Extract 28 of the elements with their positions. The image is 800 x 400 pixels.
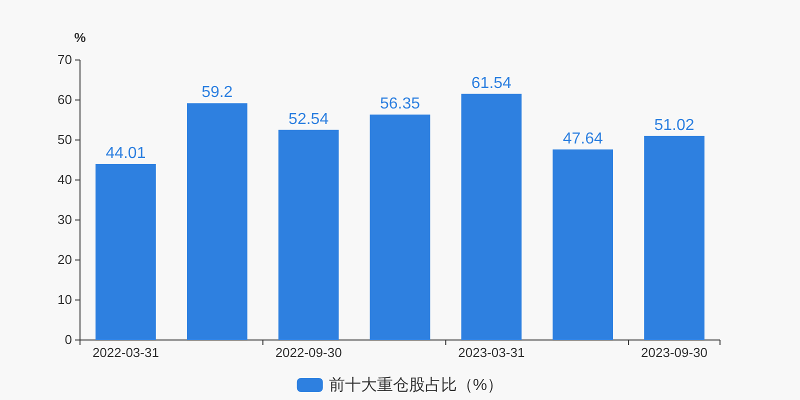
bar bbox=[461, 94, 522, 340]
bar bbox=[96, 164, 156, 340]
x-tick-label: 2023-03-31 bbox=[458, 345, 525, 360]
data-label: 51.02 bbox=[654, 116, 694, 134]
data-label: 61.54 bbox=[471, 74, 512, 92]
y-tick-label: 60 bbox=[58, 92, 72, 107]
legend-label: 前十大重仓股占比（%） bbox=[328, 376, 504, 394]
y-axis-title: % bbox=[74, 30, 86, 45]
y-tick-label: 10 bbox=[58, 292, 72, 307]
data-label: 56.35 bbox=[380, 96, 420, 113]
bar bbox=[186, 103, 248, 340]
y-tick-label: 40 bbox=[58, 172, 72, 187]
y-tick-label: 20 bbox=[58, 252, 72, 267]
y-tick-label: 50 bbox=[58, 132, 72, 147]
data-label: 52.54 bbox=[288, 110, 329, 128]
data-label: 47.64 bbox=[562, 130, 603, 148]
data-label: 44.01 bbox=[106, 144, 146, 162]
data-label: 59.2 bbox=[202, 84, 233, 102]
bar bbox=[370, 114, 430, 340]
y-tick-label: 70 bbox=[58, 52, 72, 67]
bar bbox=[278, 130, 339, 340]
x-tick-label: 2022-03-31 bbox=[92, 345, 159, 360]
x-tick-label: 2022-09-30 bbox=[275, 345, 342, 360]
x-tick-label: 2023-09-30 bbox=[641, 345, 708, 360]
bar bbox=[644, 136, 704, 340]
bar bbox=[552, 149, 614, 340]
y-tick-label: 0 bbox=[64, 332, 72, 347]
y-tick-label: 30 bbox=[58, 212, 72, 227]
